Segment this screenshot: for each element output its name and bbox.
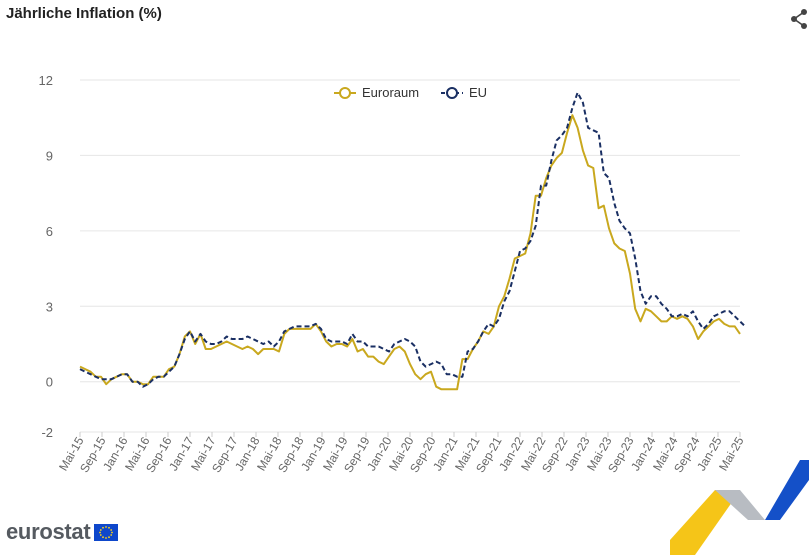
y-tick-label: 0 xyxy=(46,375,53,390)
eurostat-logo: eurostat xyxy=(6,519,119,545)
legend-label-euroraum: Euroraum xyxy=(362,85,419,100)
chart-series xyxy=(79,91,746,391)
y-tick-label: 3 xyxy=(46,299,53,314)
logo-text: eurostat xyxy=(6,519,91,544)
y-tick-label: 6 xyxy=(46,224,53,239)
eu-flag-icon xyxy=(94,523,119,541)
chart-legend[interactable]: Euroraum EU xyxy=(334,85,487,100)
share-icon[interactable] xyxy=(789,8,809,30)
y-tick-label: 12 xyxy=(39,73,53,88)
decorative-swoosh xyxy=(670,460,809,555)
series-line-eu[interactable] xyxy=(79,91,746,388)
chart-title: Jährliche Inflation (%) xyxy=(6,5,162,22)
y-tick-label: -2 xyxy=(41,425,53,440)
legend-item-euroraum[interactable]: Euroraum xyxy=(334,85,419,100)
legend-item-eu[interactable]: EU xyxy=(441,85,487,100)
chart-grid: -2 0 3 6 9 12 xyxy=(39,73,740,440)
series-line-euroraum[interactable] xyxy=(79,114,741,391)
legend-label-eu: EU xyxy=(469,85,487,100)
x-axis-ticks: Mai-15Sep-15Jan-16Mai-16Sep-16Jan-17Mai-… xyxy=(56,432,747,475)
y-tick-label: 9 xyxy=(46,148,53,163)
